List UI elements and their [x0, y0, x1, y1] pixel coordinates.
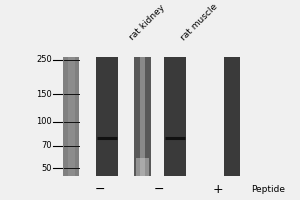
Text: Peptide: Peptide	[251, 185, 285, 194]
Text: 70: 70	[41, 141, 52, 150]
Bar	[134, 57, 151, 176]
Bar	[136, 158, 149, 176]
Text: −: −	[154, 183, 164, 196]
Bar	[63, 57, 80, 176]
Bar	[224, 57, 240, 176]
Text: +: +	[213, 183, 224, 196]
Bar	[96, 57, 118, 176]
Bar	[68, 57, 74, 176]
Text: 50: 50	[41, 164, 52, 173]
Text: rat kidney: rat kidney	[127, 3, 166, 42]
Text: 100: 100	[36, 117, 52, 126]
Bar	[140, 57, 145, 176]
Bar	[164, 57, 186, 176]
Text: 250: 250	[36, 55, 52, 64]
Text: 150: 150	[36, 90, 52, 99]
Text: rat muscle: rat muscle	[179, 2, 220, 42]
Text: −: −	[94, 183, 105, 196]
